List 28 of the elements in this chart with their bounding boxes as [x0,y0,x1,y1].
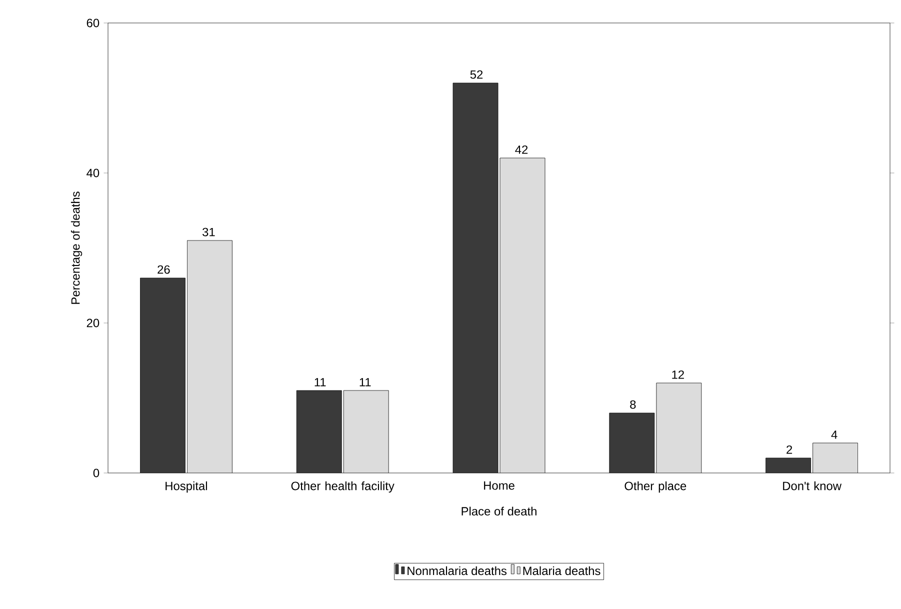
bar [140,278,186,473]
data-label: 31 [202,228,215,236]
y-tick-label: 60 [86,18,100,28]
x-tick-label: Hospital [166,481,207,493]
bar [452,82,498,473]
x-axis-title: Place of death [462,506,536,516]
bar [296,390,342,473]
legend-label: Nonmalaria deaths [408,566,507,576]
data-label: 4 [831,430,838,439]
y-tick-label: 40 [86,168,100,178]
data-label: 11 [314,378,326,386]
legend-label: Malaria deaths [523,566,600,576]
bar [609,412,655,473]
bar [766,458,812,473]
data-label: 26 [158,265,170,274]
x-tick-label: Other place [624,481,686,493]
data-label: 2 [786,445,792,454]
x-tick-label: Don't know [783,481,842,490]
data-label: 42 [515,145,528,154]
x-tick-label: Other health facility [291,481,394,493]
data-label: 52 [470,70,483,79]
y-tick-label: 20 [86,318,100,328]
y-tick-label: 0 [93,468,100,478]
data-label: 11 [360,378,371,386]
x-tick-label: Home [484,481,514,490]
y-axis-title: Percentage of deaths [70,192,82,304]
data-label: 12 [672,370,684,379]
data-label: 8 [630,400,636,409]
